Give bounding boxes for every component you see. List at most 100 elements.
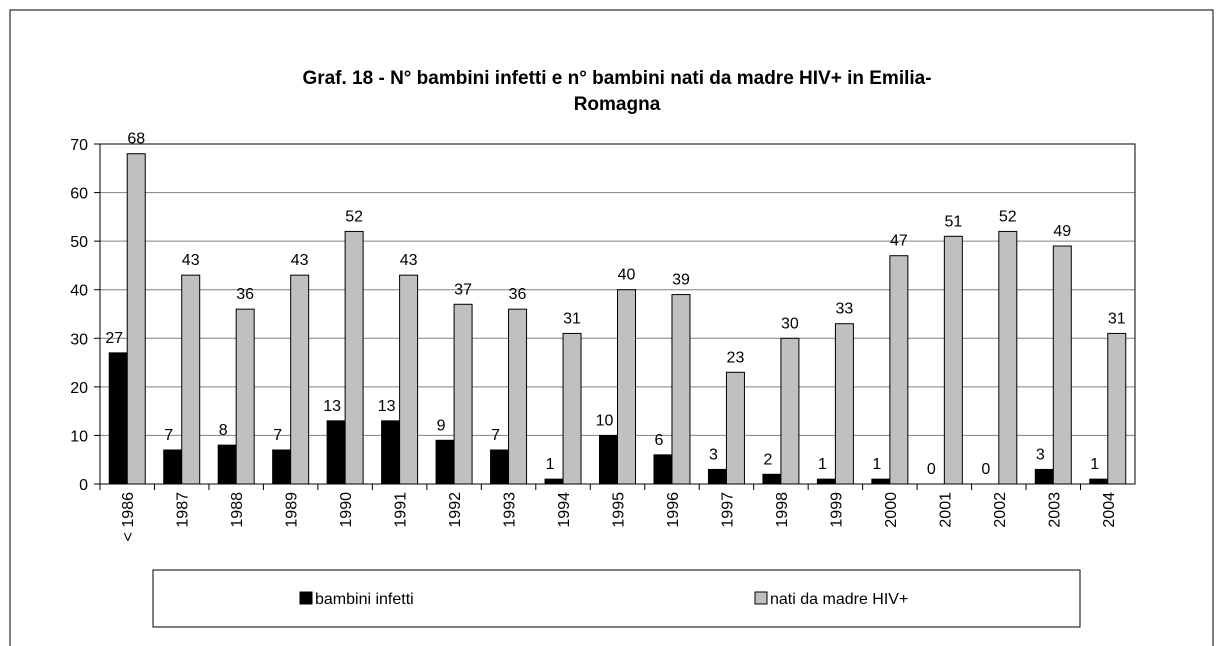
data-label: 31: [1108, 310, 1126, 327]
x-tick-label: 1987: [175, 492, 192, 528]
data-label: 47: [890, 233, 908, 250]
legend-swatch: [754, 591, 768, 605]
data-label: 68: [127, 131, 145, 148]
bar: [290, 274, 310, 485]
legend-frame: [152, 569, 1081, 628]
bar: [381, 420, 401, 485]
data-label: 0: [927, 461, 936, 478]
bar: [562, 332, 582, 485]
data-label: 2: [763, 451, 772, 468]
y-tick-label: 50: [70, 234, 88, 251]
data-label: 40: [618, 267, 636, 284]
x-tick-label: 1989: [284, 492, 301, 528]
y-tick-label: 20: [70, 380, 88, 397]
x-tick-label: < 1986: [120, 492, 137, 541]
outer-frame: [9, 9, 1214, 646]
bar: [599, 434, 618, 485]
x-tick-label: 1999: [828, 492, 845, 528]
bar: [871, 478, 891, 485]
bar: [453, 303, 473, 485]
x-tick-label: 1990: [338, 492, 355, 528]
data-label: 1: [872, 456, 881, 473]
x-tick-label: 2004: [1101, 492, 1118, 528]
bar: [235, 308, 255, 485]
y-tick-label: 0: [79, 477, 88, 494]
data-label: 52: [999, 208, 1017, 225]
data-label: 43: [400, 252, 418, 269]
data-label: 13: [323, 398, 341, 415]
bar: [326, 420, 346, 485]
bar: [998, 230, 1018, 485]
bar: [816, 478, 836, 485]
y-tick-label: 70: [70, 137, 88, 154]
bar: [544, 478, 564, 485]
data-label: 0: [981, 461, 990, 478]
bar: [508, 308, 528, 485]
bar: [780, 337, 800, 485]
data-label: 36: [509, 286, 527, 303]
data-label: 30: [781, 315, 799, 332]
bar: [671, 294, 691, 485]
legend-swatch: [299, 591, 313, 605]
x-tick-label: 1995: [611, 492, 628, 528]
data-label: 33: [835, 301, 853, 318]
x-tick-label: 1991: [393, 492, 410, 528]
bar: [834, 323, 854, 485]
bar: [344, 230, 364, 485]
bar: [1089, 478, 1109, 485]
x-tick-label: 2002: [992, 492, 1009, 528]
y-tick-label: 30: [70, 331, 88, 348]
bar: [943, 235, 963, 485]
data-label: 6: [655, 432, 664, 449]
data-label: 1: [818, 456, 827, 473]
bar: [181, 274, 201, 485]
x-tick-label: 2003: [1046, 492, 1063, 528]
data-label: 31: [563, 310, 581, 327]
data-label: 10: [596, 412, 614, 429]
bar: [889, 255, 909, 485]
y-tick-label: 10: [70, 428, 88, 445]
data-label: 37: [454, 281, 472, 298]
legend-label: bambini infetti: [315, 591, 414, 608]
bar: [217, 444, 237, 485]
data-label: 43: [182, 252, 200, 269]
bar: [108, 352, 128, 485]
data-label: 36: [236, 286, 254, 303]
data-label: 49: [1053, 223, 1071, 240]
x-tick-label: 1992: [447, 492, 464, 528]
bar: [725, 371, 745, 485]
legend-label: nati da madre HIV+: [770, 591, 908, 608]
y-tick-label: 60: [70, 186, 88, 203]
data-label: 7: [491, 427, 500, 444]
data-label: 3: [709, 446, 718, 463]
data-label: 13: [378, 398, 396, 415]
bar: [1034, 468, 1054, 485]
data-label: 51: [944, 213, 962, 230]
data-label: 3: [1036, 446, 1045, 463]
bar: [1052, 245, 1072, 485]
bar: [126, 153, 146, 485]
y-tick-label: 40: [70, 283, 88, 300]
data-label: 8: [219, 422, 228, 439]
x-tick-label: 1993: [502, 492, 519, 528]
bar: [762, 473, 782, 485]
x-tick-label: 1994: [556, 492, 573, 528]
bar: [435, 439, 455, 485]
x-tick-label: 1996: [665, 492, 682, 528]
data-label: 39: [672, 272, 690, 289]
x-tick-label: 1997: [719, 492, 736, 528]
x-tick-label: 1988: [229, 492, 246, 528]
x-tick-label: 2001: [937, 492, 954, 528]
x-tick-label: 2000: [883, 492, 900, 528]
data-label: 1: [546, 456, 555, 473]
bar: [617, 289, 636, 485]
data-label: 43: [291, 252, 309, 269]
data-label: 27: [105, 330, 123, 347]
bar: [490, 449, 510, 485]
data-label: 23: [727, 349, 745, 366]
bar: [1107, 332, 1127, 485]
chart-title: Graf. 18 - N° bambini infetti e n° bambi…: [302, 68, 932, 115]
data-label: 7: [273, 427, 282, 444]
